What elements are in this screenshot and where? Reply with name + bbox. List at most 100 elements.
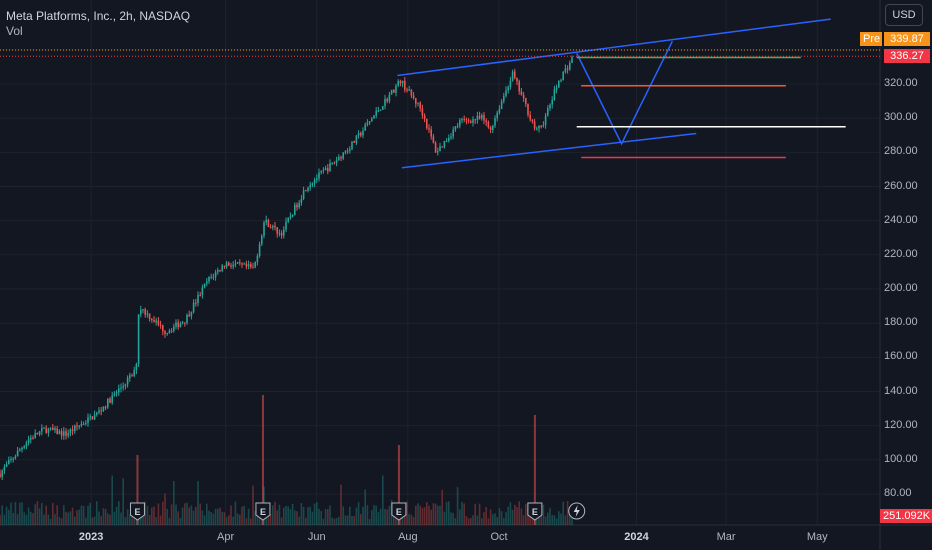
volume-bar <box>166 508 168 525</box>
candle-body <box>318 172 320 179</box>
volume-bar <box>300 502 303 525</box>
candle-body <box>329 163 331 172</box>
candle-body <box>544 115 547 125</box>
candle-body <box>230 265 232 267</box>
volume-bar <box>78 509 80 525</box>
candle-body <box>100 410 102 412</box>
candle-body <box>137 314 140 365</box>
volume-bar <box>368 518 371 525</box>
volume-bar <box>360 514 362 525</box>
candle-body <box>148 313 151 319</box>
volume-bar <box>104 508 107 525</box>
earnings-icon-shape <box>391 502 407 521</box>
candle-body <box>184 322 186 324</box>
candle-body <box>397 80 399 86</box>
volume-bar <box>520 508 523 525</box>
volume-bar <box>562 501 564 525</box>
candle-body <box>45 427 47 433</box>
candle-body <box>0 473 1 477</box>
volume-bar <box>478 503 481 525</box>
candle-body <box>34 433 36 439</box>
candle-body <box>206 281 208 284</box>
volume-bar <box>102 508 105 525</box>
volume-bar <box>45 505 47 525</box>
candle-body <box>540 125 542 127</box>
earnings-icon-shape <box>527 502 543 521</box>
volume-bar <box>507 506 509 525</box>
volume-bar <box>219 507 221 525</box>
candle-body <box>489 127 492 130</box>
volume-bar <box>186 502 188 525</box>
volume-bar <box>258 513 261 525</box>
volume-bar <box>529 516 531 525</box>
volume-bar <box>492 514 494 525</box>
volume-bar <box>483 512 485 525</box>
volume-bar <box>448 501 450 525</box>
volume-label[interactable]: Vol <box>6 24 23 38</box>
candle-body <box>338 156 340 161</box>
volume-bar <box>505 512 507 525</box>
candle-body <box>445 140 448 142</box>
candle-body <box>454 126 457 130</box>
volume-bar <box>85 517 87 525</box>
candle-body <box>467 120 470 122</box>
lightning-icon <box>573 505 580 517</box>
volume-bar <box>320 511 322 525</box>
price-axis-label: 160.00 <box>884 350 918 363</box>
candle-body <box>395 85 397 93</box>
volume-bar <box>122 478 124 525</box>
candle-body <box>223 265 226 267</box>
volume-bar <box>344 515 347 525</box>
candle-body <box>241 263 243 265</box>
volume-bar <box>245 518 248 525</box>
volume-bar <box>153 506 155 525</box>
volume-bar <box>162 501 164 525</box>
candle-body <box>412 95 415 99</box>
volume-bar <box>217 508 219 525</box>
candle-body <box>41 428 43 432</box>
volume-bar <box>291 503 294 525</box>
candle-body <box>564 68 567 72</box>
earnings-icon[interactable]: E <box>129 502 145 521</box>
volume-bar <box>382 475 384 525</box>
candle-body <box>107 398 109 408</box>
earnings-icon[interactable]: E <box>527 502 543 521</box>
candle-body <box>390 89 393 95</box>
volume-bar <box>223 512 226 525</box>
volume-bar <box>52 502 54 525</box>
dividend-icon[interactable] <box>568 502 586 520</box>
earnings-icon[interactable]: E <box>255 502 271 521</box>
volume-bar <box>494 513 496 525</box>
volume-bar <box>280 517 283 525</box>
candle-body <box>549 104 551 109</box>
volume-bar <box>318 508 320 525</box>
volume-bar <box>296 511 298 525</box>
candle-body <box>503 95 505 102</box>
candle-body <box>5 464 8 467</box>
candle-body <box>302 190 305 199</box>
currency-button[interactable]: USD <box>885 4 923 26</box>
candle-body <box>38 431 41 435</box>
earnings-icon[interactable]: E <box>391 502 407 521</box>
candle-body <box>375 110 377 116</box>
volume-bar <box>192 510 195 525</box>
volume-bar <box>93 516 96 525</box>
candle-body <box>19 449 21 451</box>
candle-body <box>135 364 138 371</box>
candle-body <box>217 270 219 273</box>
candle-body <box>408 89 410 91</box>
candle-body <box>8 460 10 465</box>
volume-bar <box>60 518 63 525</box>
candle-body <box>364 124 366 131</box>
candle-body <box>423 115 426 119</box>
symbol-title[interactable]: Meta Platforms, Inc., 2h, NASDAQ <box>6 9 191 23</box>
candle-body <box>71 429 74 432</box>
volume-bar <box>252 485 254 525</box>
volume-bar <box>210 512 212 525</box>
candle-body <box>386 98 388 102</box>
volume-bar <box>547 512 549 525</box>
candle-body <box>327 168 329 172</box>
volume-bar <box>30 511 32 525</box>
price-axis-label: 280.00 <box>884 145 918 158</box>
